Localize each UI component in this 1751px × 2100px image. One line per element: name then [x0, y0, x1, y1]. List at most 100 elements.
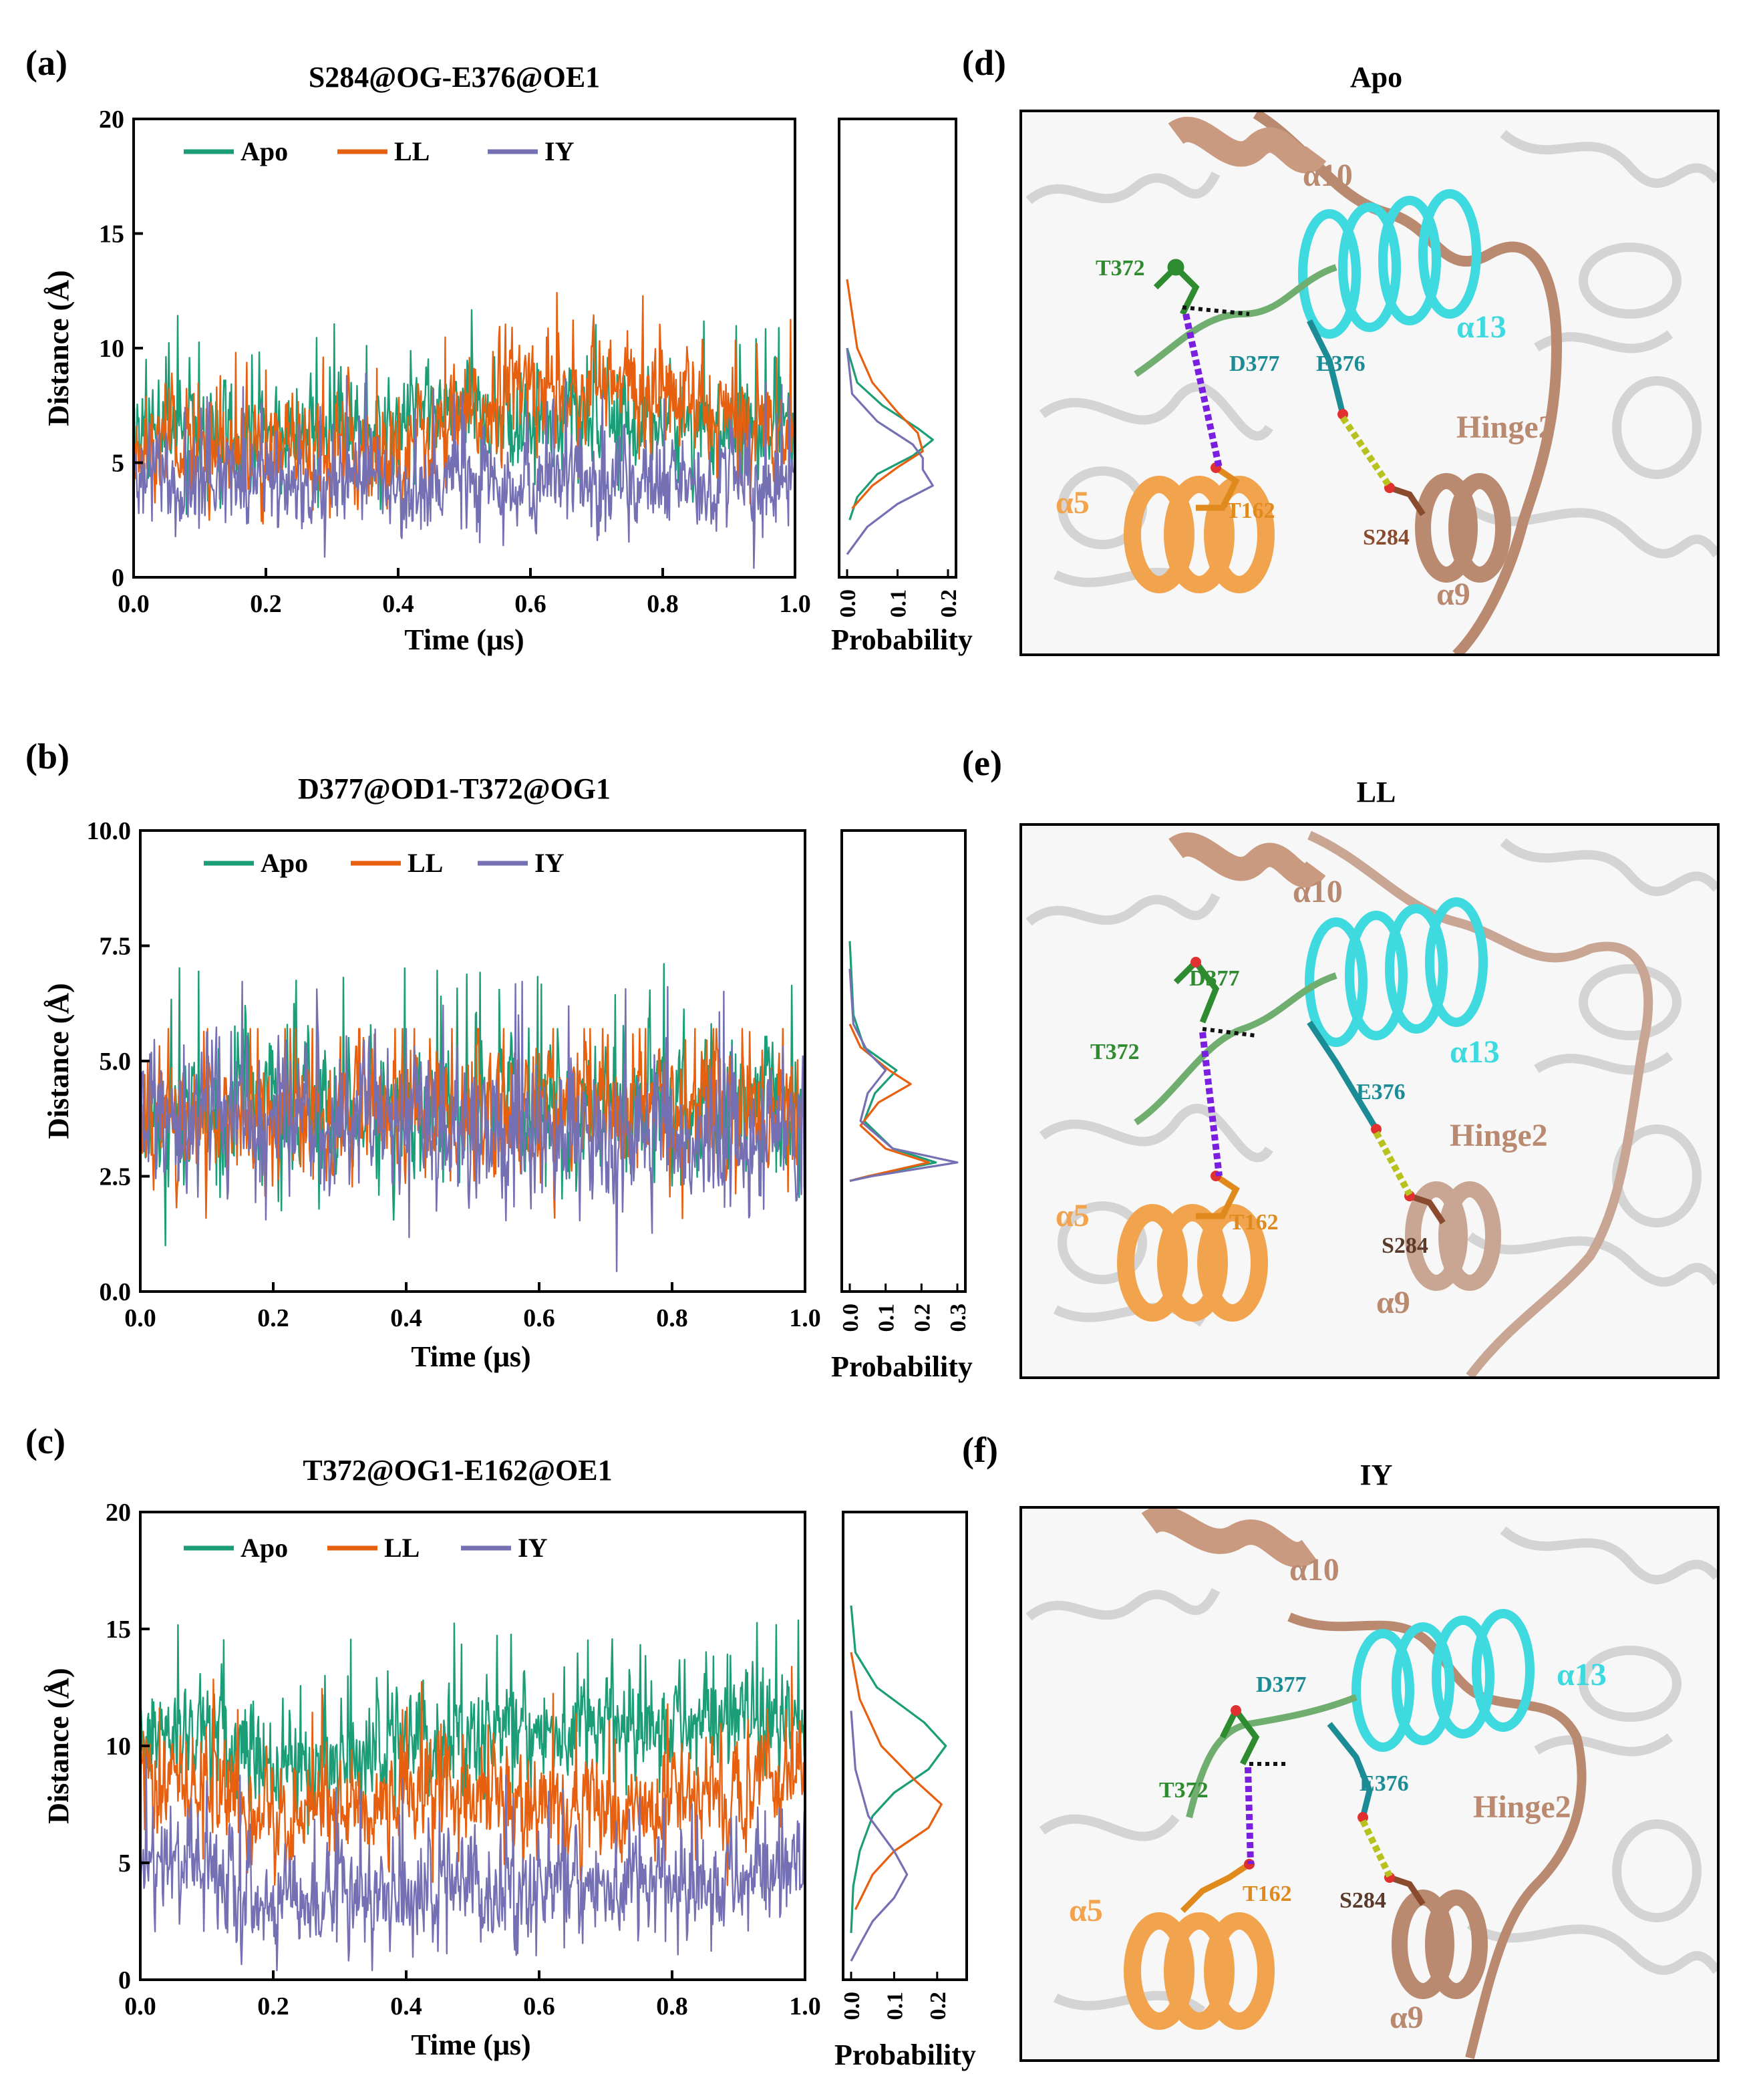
structure-panel-e: α10 α13 Hinge2 α5 α9 D377 T372 E376 T162…	[1019, 823, 1720, 1379]
y-tick-label: 10.0	[87, 817, 132, 845]
x-tick-label: 0.0	[124, 1992, 156, 2020]
hist-x-tick-label: 0.2	[926, 1992, 951, 2020]
legend-label-iy: IY	[534, 848, 565, 878]
label-t372-e: T372	[1090, 1040, 1140, 1064]
panel-label-c: (c)	[25, 1421, 65, 1461]
series-line-ll	[140, 1666, 805, 1897]
x-tick-label: 0.8	[656, 1304, 688, 1332]
x-tick-label: 1.0	[779, 590, 811, 618]
label-a9-e: α9	[1376, 1285, 1410, 1320]
label-a5-e: α5	[1056, 1198, 1090, 1233]
x-tick-label: 0.6	[523, 1304, 555, 1332]
label-a5-d: α5	[1056, 485, 1090, 520]
legend-label-apo: Apo	[241, 136, 288, 166]
y-tick-label: 5	[112, 450, 124, 478]
panel-label-d: (d)	[962, 43, 1006, 83]
label-a10-e: α10	[1293, 874, 1343, 909]
chart-c-ticks: 0.0 0.2 0.4 0.6 0.8 1.0 0 5 10 15 20	[106, 1499, 821, 2020]
x-tick-label: 0.0	[124, 1304, 156, 1332]
label-t372-f: T372	[1159, 1778, 1209, 1803]
hist-b-frame	[840, 829, 967, 1293]
label-a10-d: α10	[1303, 158, 1353, 193]
label-hinge2-e: Hinge2	[1450, 1118, 1548, 1153]
x-tick-label: 0.2	[257, 1992, 289, 2020]
hbond-t372-t162	[1245, 1767, 1254, 1865]
hbond-e376-s284	[1360, 1819, 1393, 1878]
label-d377-e: D377	[1189, 966, 1240, 991]
x-tick-label: 1.0	[789, 1992, 821, 2020]
hinge2-loop	[1287, 1612, 1587, 2059]
series-line-iy	[140, 980, 805, 1273]
label-t162-f: T162	[1243, 1882, 1292, 1906]
label-e376-f: E376	[1360, 1771, 1409, 1796]
hist-curve-apo	[850, 1605, 947, 1934]
alpha9-helix	[1405, 1181, 1501, 1291]
label-a13-d: α13	[1456, 309, 1506, 345]
panel-f-frame	[1019, 1506, 1720, 2062]
hist-b-xlabel: Probability	[831, 1350, 973, 1383]
panel-e-title: LL	[1357, 776, 1396, 808]
hist-curve-iy	[848, 968, 959, 1182]
label-d377-d: D377	[1229, 351, 1280, 376]
x-tick-label: 0.2	[250, 590, 282, 618]
chart-b-title: D377@OD1-T372@OG1	[298, 772, 611, 805]
series-line-iy	[134, 372, 795, 569]
hist-curve-ll	[846, 279, 924, 510]
hist-x-tick-label: 0.1	[887, 589, 911, 618]
label-e376-d: E376	[1316, 351, 1366, 376]
label-s284-e: S284	[1382, 1233, 1428, 1258]
hist-b: 0.0 0.1 0.2 0.3	[838, 941, 971, 1332]
y-tick-label: 7.5	[100, 933, 132, 961]
structure-panel-d: α10 α13 Hinge2 α5 α9 T372 D377 E376 T162…	[1019, 110, 1720, 656]
chart-a-legend: Apo LL IY	[184, 136, 575, 166]
label-t372-d: T372	[1096, 256, 1145, 281]
y-tick-label: 20	[99, 106, 124, 134]
y-tick-label: 2.5	[100, 1163, 132, 1191]
chart-b-xlabel: Time (μs)	[411, 1340, 530, 1373]
chart-b-ylabel: Distance (Å)	[42, 983, 75, 1139]
x-tick-label: 0.4	[390, 1304, 422, 1332]
x-tick-label: 0.0	[118, 590, 150, 618]
chart-b-legend: Apo LL IY	[204, 848, 565, 878]
hbond-t372-t162	[1199, 1032, 1223, 1177]
hist-curve-iy	[850, 1710, 909, 1962]
panel-label-b: (b)	[25, 736, 69, 776]
legend-label-ll: LL	[384, 1533, 420, 1563]
chart-c-legend: Apo LL IY	[184, 1533, 548, 1563]
legend-label-ll: LL	[408, 848, 443, 878]
y-tick-label: 0	[118, 1966, 131, 1994]
alpha5-helix	[1124, 1912, 1275, 2030]
x-tick-label: 0.6	[523, 1992, 555, 2020]
label-a13-f: α13	[1557, 1657, 1607, 1692]
label-a13-e: α13	[1450, 1034, 1500, 1070]
hbond-e376-s284	[1339, 416, 1393, 488]
label-d377-f: D377	[1256, 1672, 1307, 1697]
alpha13-helix	[1298, 189, 1481, 339]
label-s284-f: S284	[1339, 1888, 1386, 1913]
alpha13-helix	[1351, 1609, 1535, 1752]
t372-residue	[1173, 957, 1220, 1024]
series-line-apo	[140, 1619, 805, 1835]
structure-panel-f: α10 α13 Hinge2 α5 α9 D377 T372 E376 T162…	[1019, 1506, 1720, 2062]
hist-x-tick-label: 0.2	[937, 589, 961, 618]
alpha5-helix	[1117, 1204, 1268, 1322]
label-a10-f: α10	[1289, 1552, 1339, 1588]
chart-c-title: T372@OG1-E162@OE1	[303, 1454, 612, 1487]
y-tick-label: 20	[106, 1499, 131, 1527]
t372-residue	[1153, 259, 1200, 316]
x-tick-label: 0.8	[656, 1992, 688, 2020]
x-tick-label: 0.4	[382, 590, 414, 618]
panel-d-frame	[1019, 110, 1720, 656]
hist-c: 0.0 0.1 0.2	[840, 1605, 951, 2020]
hist-a-xlabel: Probability	[831, 623, 973, 656]
panel-e-frame	[1019, 823, 1720, 1379]
label-s284-d: S284	[1363, 525, 1410, 550]
panel-label-f: (f)	[962, 1430, 998, 1470]
hist-x-tick-label: 0.1	[883, 1992, 907, 2020]
hbond-t372-d377	[1182, 305, 1250, 316]
hbond-t372-d377	[1202, 1027, 1257, 1038]
legend-label-apo: Apo	[241, 1533, 288, 1563]
panel-d-title: Apo	[1350, 61, 1402, 94]
label-hinge2-d: Hinge2	[1456, 410, 1555, 445]
hist-curve-iy	[846, 347, 934, 555]
